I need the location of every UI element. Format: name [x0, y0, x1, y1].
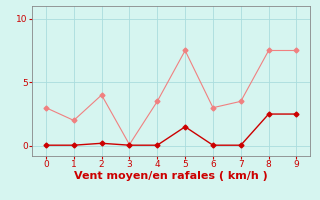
- X-axis label: Vent moyen/en rafales ( km/h ): Vent moyen/en rafales ( km/h ): [74, 171, 268, 181]
